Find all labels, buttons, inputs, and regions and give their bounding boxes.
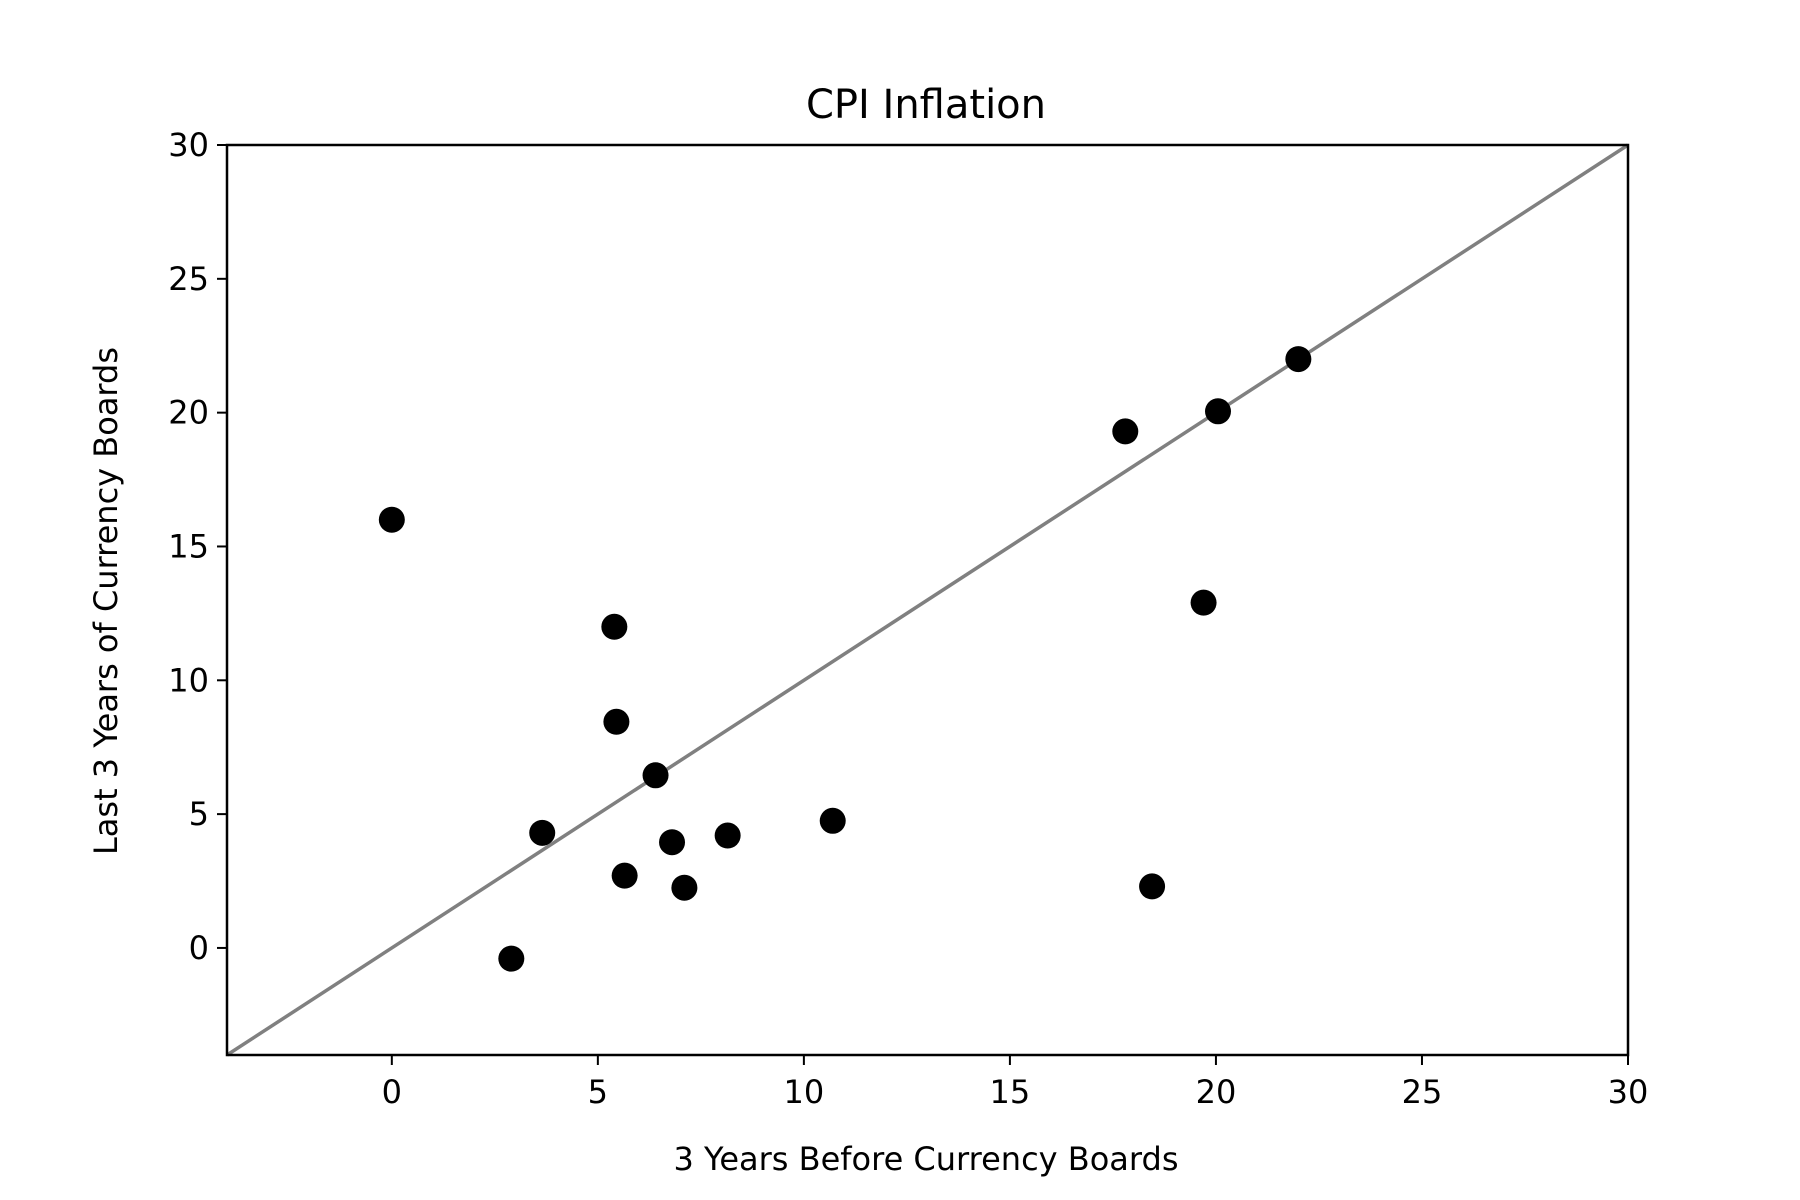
data-point-3 (601, 613, 628, 640)
x-axis-ticks: 0 5 10 15 20 25 30 (382, 1055, 1649, 1111)
chart-title: CPI Inflation (806, 82, 1046, 128)
data-point-2 (529, 819, 556, 846)
x-tick-label-30: 30 (1608, 1073, 1649, 1111)
x-tick-label-5: 5 (588, 1073, 608, 1111)
data-point-10 (819, 807, 846, 834)
x-tick-label-20: 20 (1196, 1073, 1237, 1111)
plot-area-frame (225, 143, 1630, 1057)
y-tick-label-30: 30 (168, 126, 209, 164)
y-tick-label-20: 20 (168, 394, 209, 432)
data-point-12 (1139, 873, 1166, 900)
x-tick-label-25: 25 (1402, 1073, 1443, 1111)
x-tick-label-0: 0 (382, 1073, 402, 1111)
data-point-5 (611, 862, 638, 889)
y-tick-label-0: 0 (189, 929, 209, 967)
y-tick-label-15: 15 (168, 527, 209, 565)
data-point-6 (642, 762, 669, 789)
data-point-7 (659, 829, 686, 856)
y-axis-ticks: 0 5 10 15 20 25 30 (168, 126, 227, 967)
data-point-14 (1205, 398, 1232, 425)
y-tick-label-5: 5 (189, 795, 209, 833)
data-point-15 (1285, 346, 1312, 373)
reference-line-layer (226, 143, 1629, 1057)
data-point-8 (671, 874, 698, 901)
y-tick-label-25: 25 (168, 260, 209, 298)
x-tick-label-10: 10 (784, 1073, 825, 1111)
data-point-4 (603, 708, 630, 735)
data-point-1 (498, 945, 525, 972)
data-point-11 (1112, 418, 1139, 445)
data-point-13 (1190, 589, 1217, 616)
y-axis-label: Last 3 Years of Currency Boards (87, 347, 125, 855)
reference-line (226, 143, 1629, 1057)
y-tick-label-10: 10 (168, 661, 209, 699)
x-tick-label-15: 15 (990, 1073, 1031, 1111)
data-point-9 (714, 822, 741, 849)
x-axis-label: 3 Years Before Currency Boards (674, 1140, 1179, 1178)
data-point-0 (378, 506, 405, 533)
data-points-layer (378, 346, 1312, 972)
